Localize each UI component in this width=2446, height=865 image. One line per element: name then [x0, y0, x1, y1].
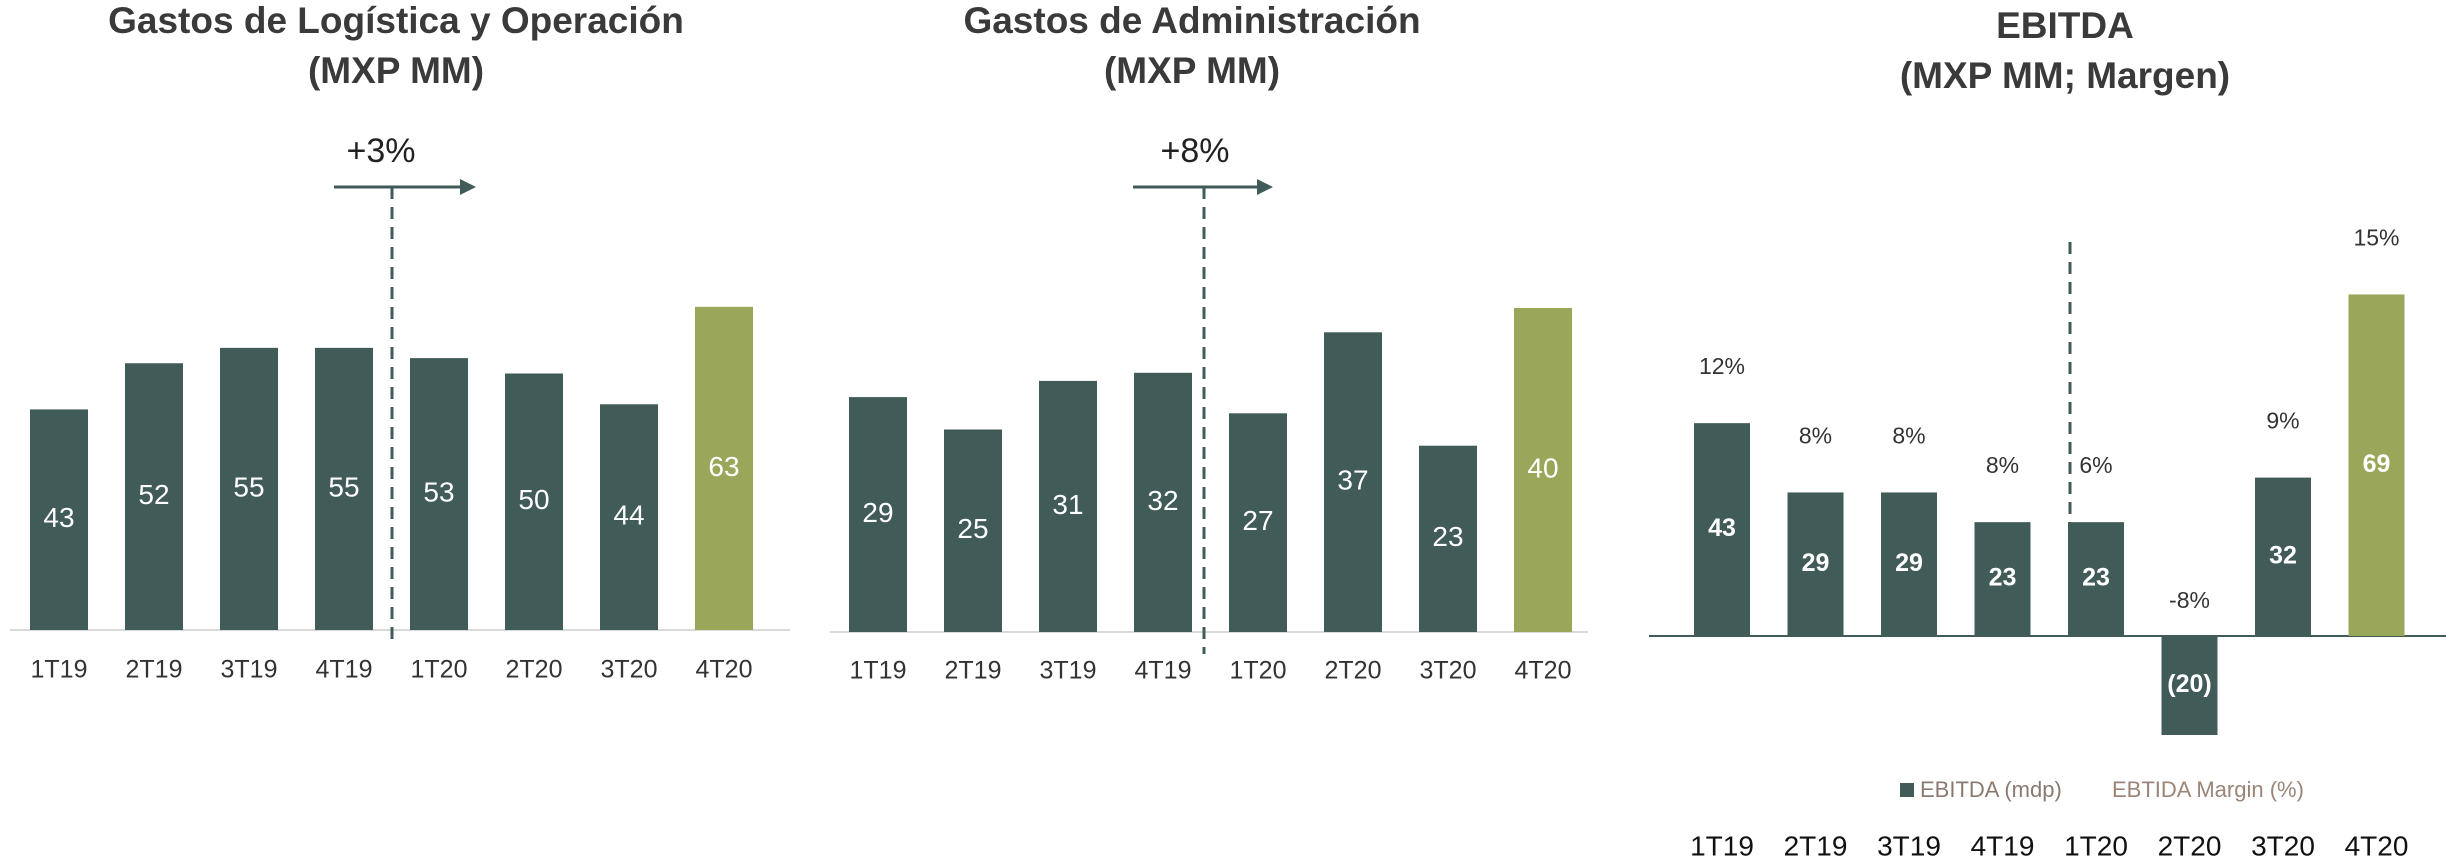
x-tick-label: 4T19 [1971, 830, 2035, 861]
x-tick-label: 2T20 [2158, 830, 2222, 861]
bar [30, 409, 88, 630]
value-label: 32 [1147, 485, 1178, 516]
value-label: 53 [423, 476, 454, 507]
margin-label: 15% [2353, 225, 2399, 251]
legend-swatch [1900, 783, 1914, 797]
margin-label: 8% [1986, 452, 2019, 478]
value-label: 37 [1337, 465, 1368, 496]
chart-title: Gastos de Administración [963, 0, 1420, 41]
legend-label: EBTIDA Margin (%) [2112, 777, 2304, 802]
value-label: 55 [328, 471, 359, 502]
value-label: 29 [1802, 549, 1830, 577]
x-tick-label: 1T20 [1230, 657, 1287, 685]
chart-subtitle: (MXP MM) [1104, 50, 1280, 91]
value-label: 25 [957, 513, 988, 544]
bar [2068, 522, 2124, 636]
x-tick-label: 3T20 [601, 656, 658, 684]
margin-label: 12% [1699, 353, 1745, 379]
bar [410, 358, 468, 630]
value-label: 55 [233, 471, 264, 502]
margin-label: 8% [1799, 423, 1832, 449]
value-label: 23 [1989, 564, 2017, 592]
legend-label: EBITDA (mdp) [1920, 777, 2062, 802]
bar [1419, 445, 1477, 632]
bar [2348, 294, 2405, 636]
x-tick-label: 1T19 [31, 656, 88, 684]
value-label: 29 [1895, 549, 1923, 577]
annotation: +3% [347, 132, 416, 170]
annotation: +8% [1161, 132, 1230, 170]
bar [2255, 477, 2311, 636]
value-label: 27 [1242, 505, 1273, 536]
x-tick-label: 3T19 [221, 656, 278, 684]
chart-subtitle: (MXP MM) [308, 50, 484, 91]
x-tick-label: 2T19 [1784, 830, 1848, 861]
bar [600, 404, 658, 630]
bar [1881, 492, 1937, 636]
margin-label: 6% [2079, 452, 2112, 478]
chart-title: EBITDA [1996, 5, 2134, 46]
chart-title: Gastos de Logística y Operación [108, 0, 684, 41]
value-label: 69 [2363, 450, 2391, 478]
value-label: 44 [613, 500, 644, 531]
x-tick-label: 4T19 [1135, 657, 1192, 685]
value-label: 43 [1708, 514, 1736, 542]
bar [220, 347, 278, 630]
value-label: 23 [1432, 521, 1463, 552]
arrow-head [1257, 179, 1273, 195]
bar [1134, 372, 1192, 632]
x-tick-label: 1T19 [850, 657, 907, 685]
x-tick-label: 4T20 [2345, 830, 2409, 861]
value-label: 29 [862, 497, 893, 528]
bar [505, 373, 563, 630]
value-label: 31 [1052, 489, 1083, 520]
x-tick-label: 3T20 [1420, 657, 1477, 685]
x-tick-label: 2T20 [506, 656, 563, 684]
x-tick-label: 1T20 [2064, 830, 2128, 861]
chart-subtitle: (MXP MM; Margen) [1900, 55, 2230, 96]
value-label: 40 [1527, 452, 1558, 483]
margin-label: 8% [1892, 423, 1925, 449]
bar [1229, 413, 1287, 632]
value-label: 52 [138, 479, 169, 510]
margin-label: 9% [2266, 408, 2299, 434]
x-tick-label: 3T19 [1040, 657, 1097, 685]
arrow-head [460, 179, 476, 195]
bar [1514, 308, 1572, 632]
x-tick-label: 4T19 [316, 656, 373, 684]
margin-label: -8% [2169, 587, 2210, 613]
bar [125, 363, 183, 630]
value-label: (20) [2167, 670, 2211, 698]
value-label: 23 [2082, 564, 2110, 592]
bar [315, 347, 373, 630]
x-tick-label: 2T20 [1325, 657, 1382, 685]
x-tick-label: 3T20 [2251, 830, 2315, 861]
x-tick-label: 2T19 [126, 656, 183, 684]
bar [1974, 522, 2031, 636]
bar [1787, 492, 1844, 636]
x-tick-label: 1T19 [1690, 830, 1754, 861]
x-tick-label: 3T19 [1877, 830, 1941, 861]
bar [1694, 423, 1750, 636]
bar [2161, 636, 2218, 735]
value-label: 50 [518, 484, 549, 515]
bar [695, 306, 753, 630]
bar [944, 429, 1002, 632]
bar [1324, 332, 1382, 632]
x-tick-label: 4T20 [696, 656, 753, 684]
value-label: 43 [43, 502, 74, 533]
value-label: 63 [708, 451, 739, 482]
x-tick-label: 2T19 [945, 657, 1002, 685]
x-tick-label: 1T20 [411, 656, 468, 684]
x-tick-label: 4T20 [1515, 657, 1572, 685]
bar [849, 397, 907, 632]
bar [1039, 380, 1097, 632]
value-label: 32 [2269, 541, 2297, 569]
